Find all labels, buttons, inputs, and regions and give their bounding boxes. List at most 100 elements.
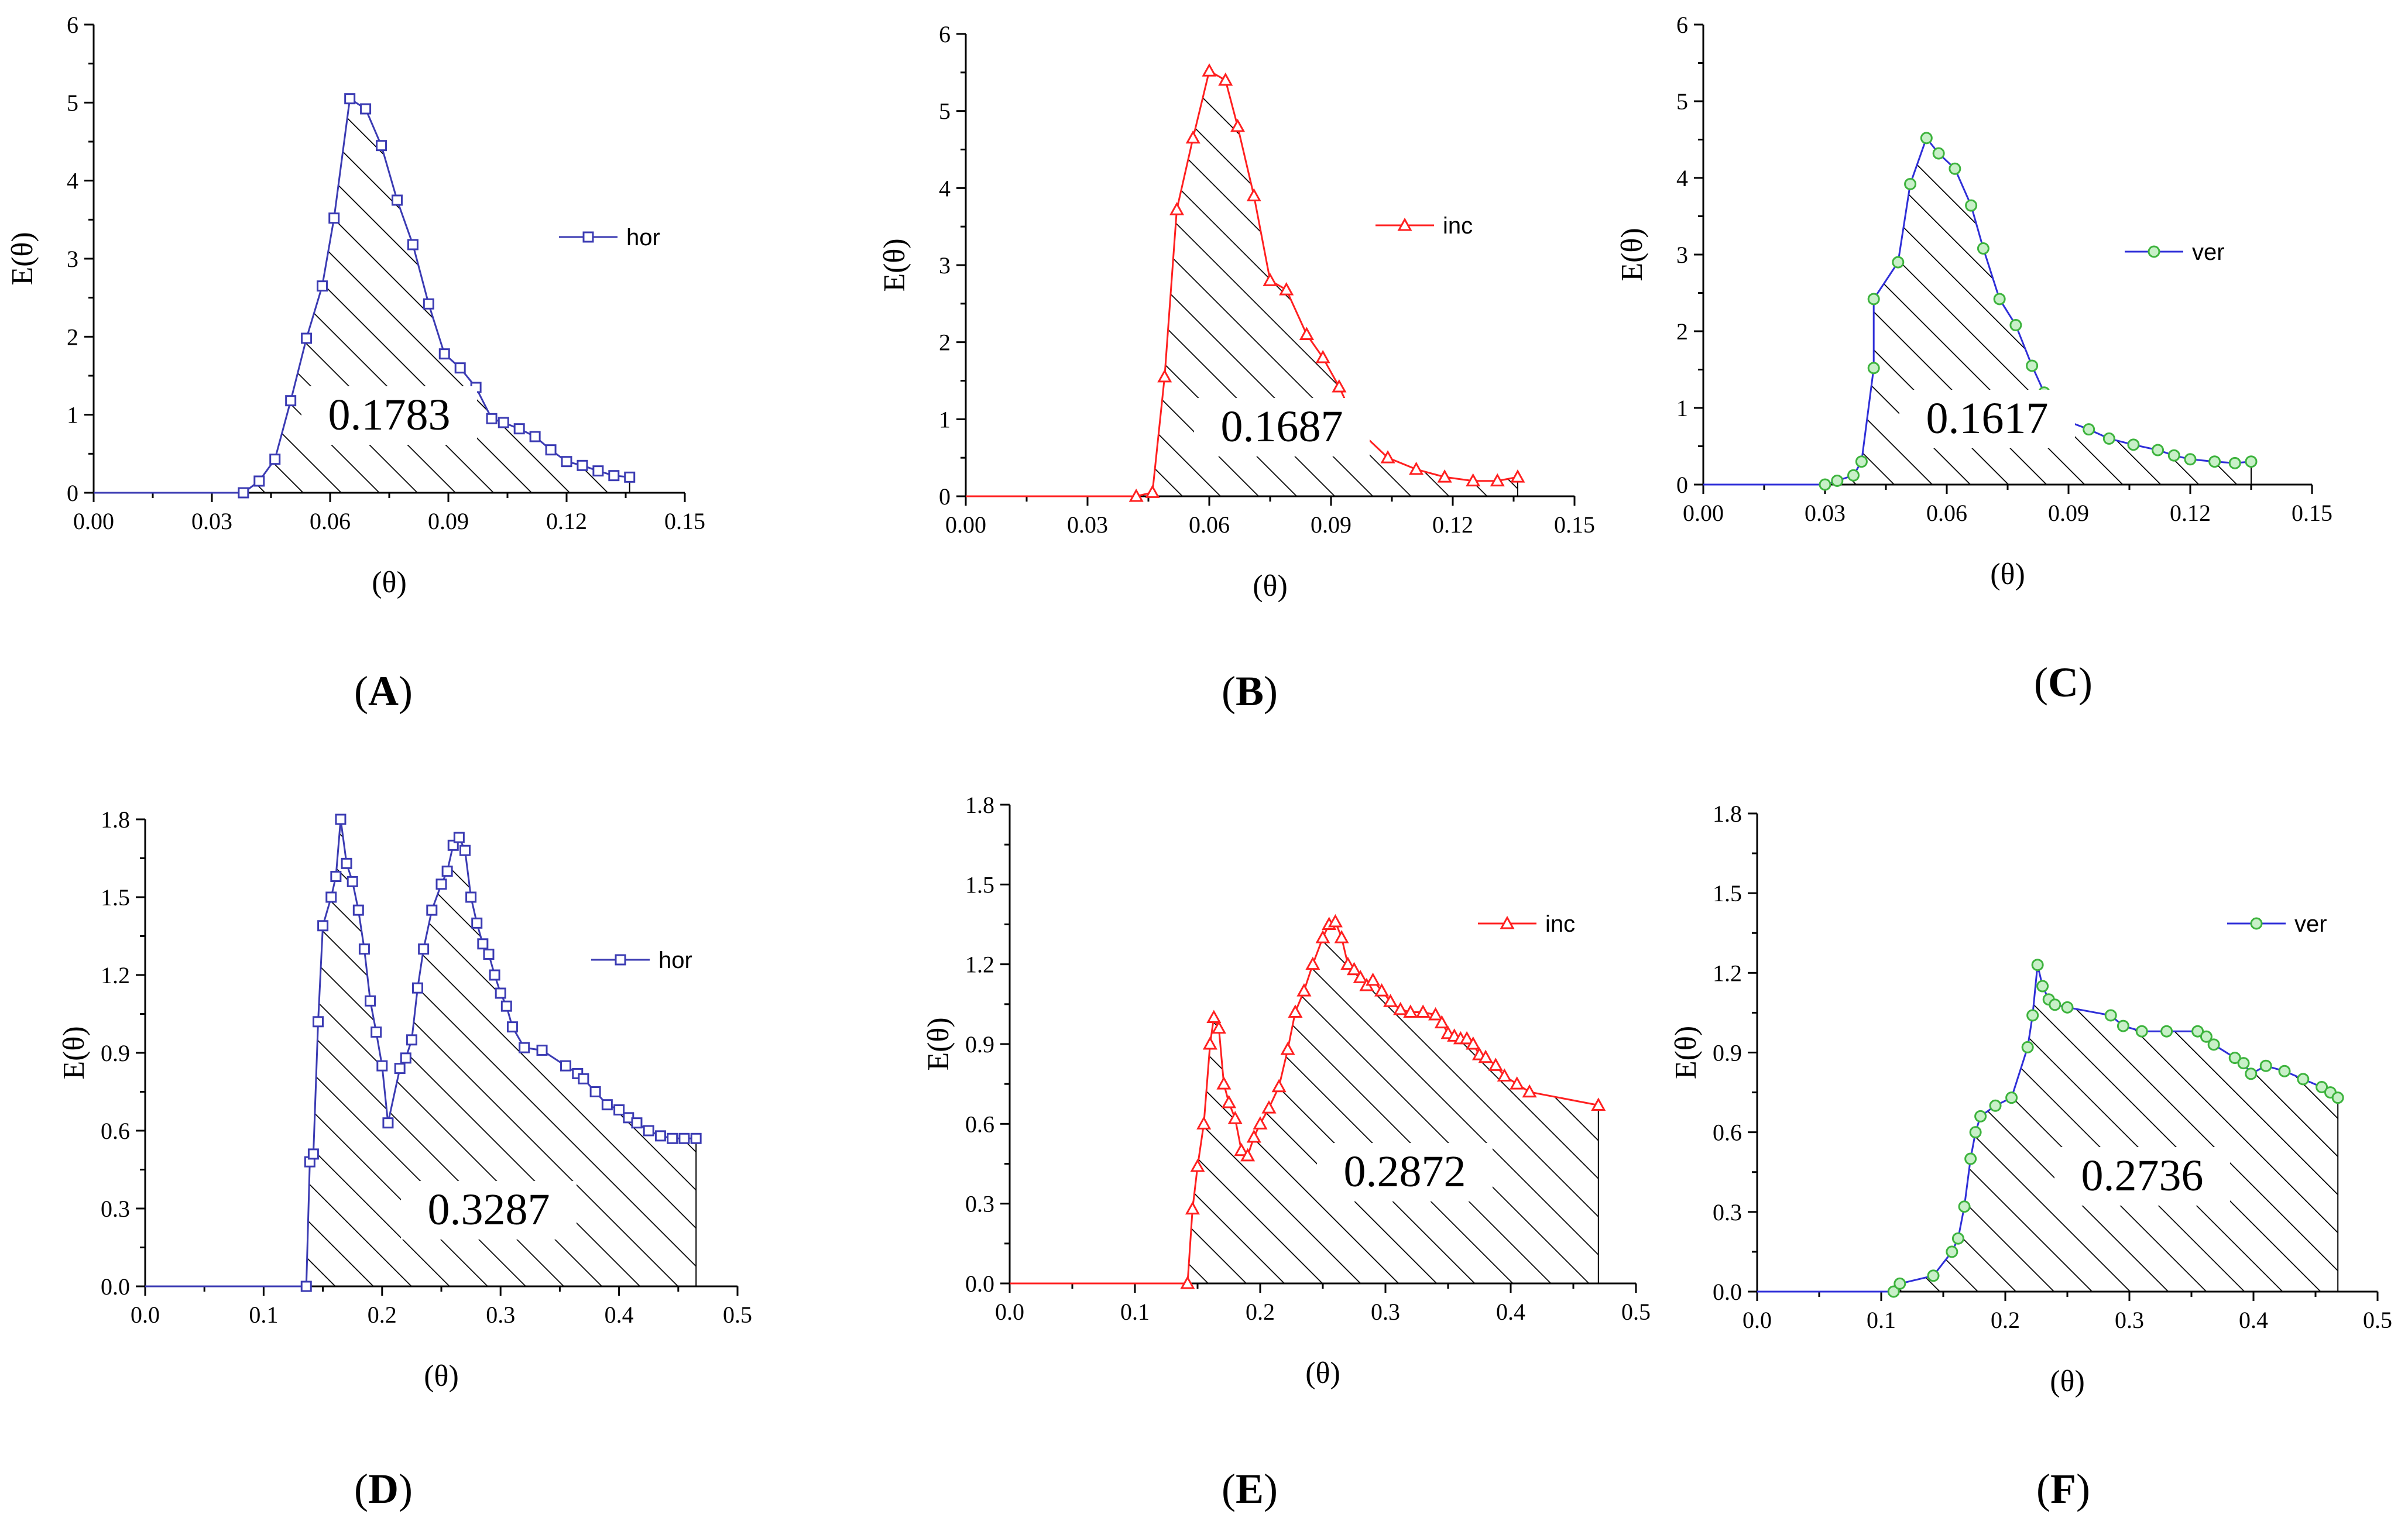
data-point bbox=[1246, 188, 1261, 201]
y-axis-label: E(θ) bbox=[878, 238, 911, 291]
x-tick-label: 0.15 bbox=[664, 508, 705, 534]
data-point bbox=[441, 866, 453, 877]
y-tick-label: 0 bbox=[939, 483, 951, 510]
data-point bbox=[1366, 972, 1381, 986]
area-value-label: 0.2872 bbox=[1344, 1147, 1466, 1196]
area-label-box bbox=[401, 1181, 577, 1240]
y-tick-label: 2 bbox=[939, 329, 951, 356]
data-point bbox=[529, 431, 541, 442]
data-point bbox=[352, 904, 364, 916]
x-tick-label: 0.4 bbox=[2239, 1307, 2268, 1333]
y-tick-label: 6 bbox=[939, 21, 951, 47]
data-point bbox=[1211, 1020, 1226, 1034]
data-point bbox=[1280, 1042, 1295, 1055]
data-point bbox=[1497, 1068, 1512, 1082]
data-point bbox=[1221, 1094, 1237, 1108]
x-tick-label: 0.09 bbox=[1311, 511, 1352, 538]
legend-label: hor bbox=[626, 225, 660, 250]
data-point bbox=[1437, 469, 1452, 483]
data-point bbox=[1894, 1277, 1906, 1290]
data-point bbox=[1190, 1158, 1205, 1172]
x-tick-label: 0.3 bbox=[2115, 1307, 2144, 1333]
area-value-label: 0.3287 bbox=[428, 1185, 550, 1234]
data-point bbox=[1315, 930, 1330, 943]
data-point bbox=[412, 982, 424, 994]
data-point bbox=[2228, 1052, 2241, 1065]
data-point bbox=[1305, 956, 1320, 970]
data-point bbox=[1847, 469, 1860, 482]
y-tick-label: 4 bbox=[67, 168, 78, 194]
y-tick-label: 0.3 bbox=[101, 1196, 130, 1222]
data-point bbox=[2009, 319, 2022, 332]
data-point bbox=[1216, 1076, 1232, 1090]
data-point bbox=[592, 465, 604, 477]
chart-panel-f: 0.0 0.1 0.2 0.3 0.4 0.5 0.0 0.3 0.6 0.9 1.2 1.5 1.8 (… bbox=[1669, 801, 2392, 1512]
x-tick-label: 0.2 bbox=[368, 1302, 397, 1328]
x-tick-label: 0.3 bbox=[486, 1302, 515, 1328]
x-tick-label: 0.12 bbox=[1432, 511, 1473, 538]
data-point bbox=[678, 1132, 690, 1144]
data-point bbox=[1218, 72, 1233, 86]
x-tick-label: 0.5 bbox=[1621, 1299, 1651, 1325]
legend-label: inc bbox=[1545, 911, 1575, 937]
data-point bbox=[1989, 1099, 2002, 1112]
data-point bbox=[426, 904, 438, 916]
chart-panel-e: 0.0 0.1 0.2 0.3 0.4 0.5 0.0 0.3 0.6 0.9 1.2 1.5 1.8 (… bbox=[922, 792, 1651, 1512]
legend-label: ver bbox=[2192, 239, 2225, 265]
data-point bbox=[325, 891, 337, 903]
y-tick-label: 1.5 bbox=[965, 871, 994, 898]
data-point bbox=[238, 487, 249, 499]
data-point bbox=[536, 1045, 548, 1056]
data-point bbox=[578, 1073, 589, 1084]
data-point bbox=[2331, 1091, 2344, 1104]
data-point bbox=[519, 1042, 530, 1053]
data-point bbox=[545, 444, 557, 456]
area-label-box bbox=[301, 386, 477, 445]
data-point bbox=[407, 239, 419, 250]
x-tick-label: 0.06 bbox=[1189, 511, 1230, 538]
chart-panel-d: 0.0 0.1 0.2 0.3 0.4 0.5 0.0 0.3 0.6 0.9 1.2 1.5 1.8 (… bbox=[57, 806, 752, 1512]
data-point bbox=[500, 1000, 512, 1012]
y-tick-label: 4 bbox=[1676, 165, 1688, 191]
data-point bbox=[2200, 1030, 2213, 1043]
y-tick-label: 0.6 bbox=[101, 1118, 130, 1144]
data-point bbox=[1374, 983, 1390, 997]
data-point bbox=[1353, 970, 1368, 983]
data-point bbox=[1403, 1004, 1418, 1018]
data-point bbox=[459, 844, 471, 856]
legend-marker bbox=[1397, 217, 1412, 231]
data-point bbox=[2297, 1073, 2310, 1086]
area-label-box bbox=[1194, 398, 1370, 456]
y-tick-label: 3 bbox=[939, 252, 951, 279]
data-point bbox=[2135, 1025, 2148, 1038]
chart-panel-c: 0.00 0.03 0.06 0.09 0.12 0.15 0 1 2 3 4 5 6 (θ) E(θ) ve… bbox=[1615, 12, 2332, 706]
data-point bbox=[1958, 1200, 1971, 1213]
area-label-box bbox=[1899, 390, 2075, 448]
data-point bbox=[1279, 282, 1294, 296]
data-point bbox=[365, 995, 376, 1007]
data-point bbox=[391, 194, 403, 206]
x-tick-label: 0.3 bbox=[1371, 1299, 1400, 1325]
data-point bbox=[2083, 423, 2095, 436]
data-point bbox=[2237, 1057, 2250, 1070]
y-tick-label: 1.8 bbox=[965, 792, 994, 818]
data-point bbox=[2228, 456, 2241, 469]
data-point bbox=[394, 1063, 406, 1074]
chart-panel-a: 0.00 0.03 0.06 0.09 0.12 0.15 0 1 2 3 4 5 6 (θ) E(θ) ho… bbox=[6, 12, 705, 715]
data-point bbox=[2102, 432, 2115, 445]
x-tick-label: 0.06 bbox=[310, 508, 351, 534]
data-point bbox=[1240, 1148, 1256, 1162]
y-tick-label: 1 bbox=[939, 406, 951, 432]
data-point bbox=[1466, 1036, 1481, 1050]
data-point bbox=[486, 413, 498, 424]
data-point bbox=[1887, 1285, 1900, 1298]
y-tick-label: 1 bbox=[67, 402, 78, 428]
x-tick-label: 0.2 bbox=[1246, 1299, 1275, 1325]
data-point bbox=[1315, 349, 1330, 363]
data-point bbox=[423, 298, 434, 310]
data-point bbox=[1490, 473, 1505, 487]
data-point bbox=[1227, 1111, 1243, 1124]
y-axis-label: E(θ) bbox=[57, 1026, 91, 1079]
data-point bbox=[307, 1148, 319, 1160]
data-point bbox=[643, 1125, 654, 1137]
